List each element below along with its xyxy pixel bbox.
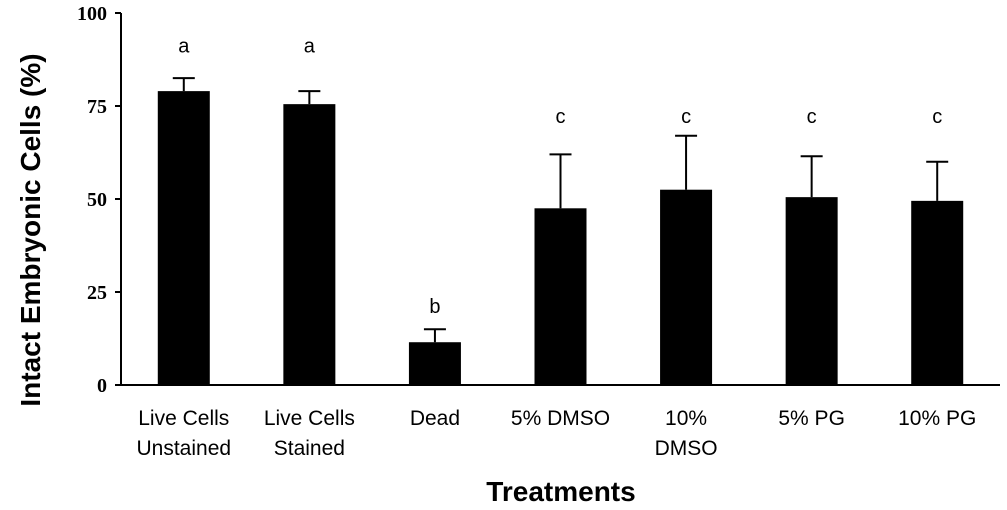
x-tick-label: 5% PG [778, 407, 845, 430]
bar [785, 197, 838, 385]
significance-letter: a [178, 35, 190, 57]
bar [157, 91, 210, 386]
x-tick-label: Live Cells [138, 407, 229, 430]
x-tick-label: Stained [274, 437, 345, 460]
x-tick-label: Unstained [137, 437, 232, 460]
significance-letter: b [429, 296, 440, 318]
x-tick-label: Dead [410, 407, 460, 430]
y-tick-label: 50 [87, 189, 107, 211]
y-tick-label: 75 [87, 96, 107, 118]
significance-letter: c [807, 106, 817, 128]
bar [660, 189, 713, 385]
y-tick-label: 0 [97, 375, 107, 397]
significance-letter: c [681, 106, 691, 128]
significance-letter: c [932, 106, 942, 128]
x-tick-label: 5% DMSO [511, 407, 610, 430]
significance-letter: c [556, 106, 566, 128]
x-axis-title: Treatments [486, 476, 635, 507]
bar [283, 104, 336, 385]
significance-letter: a [304, 35, 316, 57]
y-tick-label: 25 [87, 282, 107, 304]
y-axis-title: Intact Embryonic Cells (%) [15, 53, 46, 406]
x-tick-label: DMSO [655, 437, 718, 460]
x-tick-label: 10% [665, 407, 707, 430]
plot-area: 0 25 50 75 100 a Live Cells Unstained a Live Cell… [77, 3, 1000, 460]
bar [408, 342, 461, 385]
y-tick-label: 100 [77, 3, 107, 25]
bar [911, 200, 964, 385]
x-tick-label: 10% PG [898, 407, 976, 430]
bar [534, 208, 587, 385]
x-tick-label: Live Cells [264, 407, 355, 430]
